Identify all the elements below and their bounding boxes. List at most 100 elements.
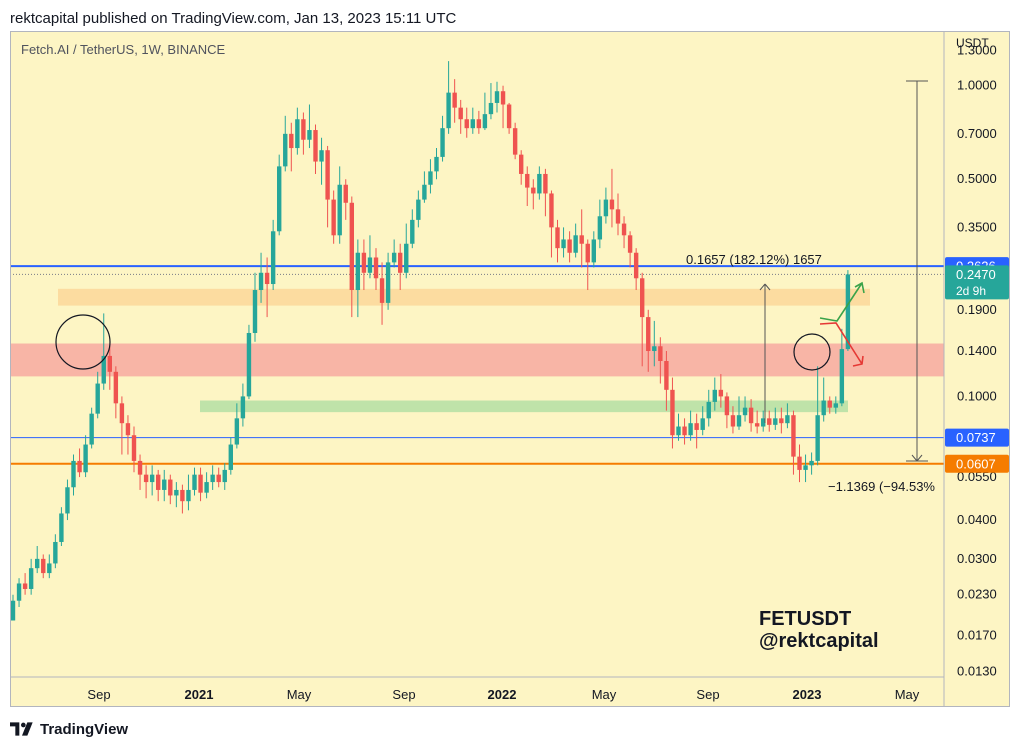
range-up-label: 0.1657 (182.12%) 1657: [686, 252, 822, 267]
candle-body: [476, 119, 482, 129]
candle-body: [773, 418, 778, 425]
y-tick-label: 0.0170: [957, 628, 997, 643]
candle-body: [500, 91, 506, 105]
x-tick-label: May: [592, 687, 617, 702]
candle-body: [319, 150, 324, 162]
candle-body: [482, 114, 488, 129]
candle-body: [404, 243, 409, 273]
candle-body: [567, 239, 572, 253]
candle-body: [385, 262, 391, 303]
candle-body: [670, 389, 675, 436]
candle-body: [204, 482, 209, 493]
candle-body: [119, 403, 125, 424]
candle-body: [724, 396, 730, 416]
candle-body: [325, 150, 330, 200]
candle-body: [488, 102, 494, 115]
candle-body: [585, 243, 590, 263]
currency-label: USDT: [956, 36, 989, 50]
candle-body: [234, 418, 240, 445]
candle-body: [222, 469, 227, 483]
candle-body: [531, 187, 536, 194]
range-down-label: −1.1369 (−94.53%: [828, 479, 935, 494]
tradingview-brand: TradingView: [40, 720, 129, 738]
candle-body: [41, 558, 46, 574]
symbol-title: Fetch.AI / TetherUS, 1W, BINANCE: [21, 42, 226, 57]
price-chart[interactable]: 0.1657 (182.12%) 1657 −1.1369 (−94.53% F…: [10, 31, 1010, 707]
candle-body: [186, 489, 191, 502]
price-label-value: 0.2470: [956, 267, 996, 282]
candle-body: [10, 600, 16, 621]
candle-body: [742, 407, 748, 416]
candle-body: [240, 396, 246, 419]
x-tick-label: May: [895, 687, 920, 702]
publish-info: rektcapital published on TradingView.com…: [10, 10, 457, 27]
candle-body: [809, 460, 814, 466]
y-tick-label: 0.1000: [957, 388, 997, 403]
candle-body: [609, 199, 615, 210]
candle-body: [216, 474, 221, 483]
y-tick-label: 0.1900: [957, 302, 997, 317]
candle-body: [512, 128, 518, 155]
candle-body: [131, 435, 137, 461]
candle-body: [627, 235, 633, 253]
candle-body: [28, 568, 34, 589]
candle-body: [845, 274, 851, 350]
candle-body: [652, 346, 657, 352]
y-tick-label: 1.0000: [957, 78, 997, 93]
candle-body: [718, 389, 724, 397]
candle-body: [101, 355, 106, 384]
time-axis-background: [10, 677, 944, 707]
candle-body: [748, 407, 754, 424]
price-label-value: 0.0737: [956, 430, 996, 445]
candle-body: [706, 401, 711, 419]
price-label-box: [945, 428, 1009, 447]
candle-body: [736, 415, 742, 427]
candle-body: [761, 418, 766, 427]
candle-body: [791, 415, 796, 457]
candle-body: [313, 130, 318, 162]
price-axis[interactable]: USDT 1.3000 1.0000 0.7000 0.5000 0.3500 0.190…: [956, 36, 997, 679]
candle-body: [410, 219, 415, 244]
candle-body: [107, 355, 112, 372]
candle-body: [379, 278, 385, 303]
candle-body: [452, 92, 457, 108]
candle-body: [525, 173, 530, 188]
candle-body: [537, 173, 542, 194]
candle-body: [549, 193, 554, 228]
candle-body: [337, 184, 342, 236]
horizontal-lines-layer: [10, 265, 944, 465]
green-arrow-head-icon: [854, 281, 865, 294]
candle-body: [712, 389, 717, 402]
candle-body: [839, 349, 845, 404]
candle-body: [373, 257, 379, 279]
candle-body: [591, 239, 596, 263]
candle-body: [228, 444, 233, 470]
tradingview-footer[interactable]: TradingView: [10, 718, 128, 740]
candle-body: [137, 460, 143, 475]
candle-body: [264, 272, 270, 285]
red-arrow-head-icon: [852, 355, 864, 367]
x-tick-label: Sep: [696, 687, 719, 702]
chart-frame[interactable]: 0.1657 (182.12%) 1657 −1.1369 (−94.53% F…: [10, 31, 1010, 707]
candle-body: [168, 479, 173, 496]
candle-body: [416, 199, 421, 220]
price-label-countdown: 2d 9h: [956, 284, 986, 298]
candle-body: [16, 583, 22, 601]
candle-body: [143, 474, 149, 483]
candle-body: [754, 423, 760, 427]
candle-body: [422, 184, 427, 200]
green-zone: [200, 400, 848, 413]
candle-body: [785, 415, 790, 424]
y-tick-label: 0.7000: [957, 126, 997, 141]
candle-body: [555, 227, 560, 249]
candle-body: [367, 257, 373, 273]
candle-body: [646, 317, 651, 352]
candle-body: [506, 104, 512, 129]
y-tick-label: 0.0300: [957, 551, 997, 566]
candle-body: [458, 107, 463, 120]
time-axis[interactable]: Sep 2021 May Sep 2022 May Sep 2023 May: [87, 687, 919, 702]
candle-body: [573, 235, 578, 253]
candle-body: [821, 400, 826, 416]
y-tick-label: 1.3000: [957, 42, 997, 57]
